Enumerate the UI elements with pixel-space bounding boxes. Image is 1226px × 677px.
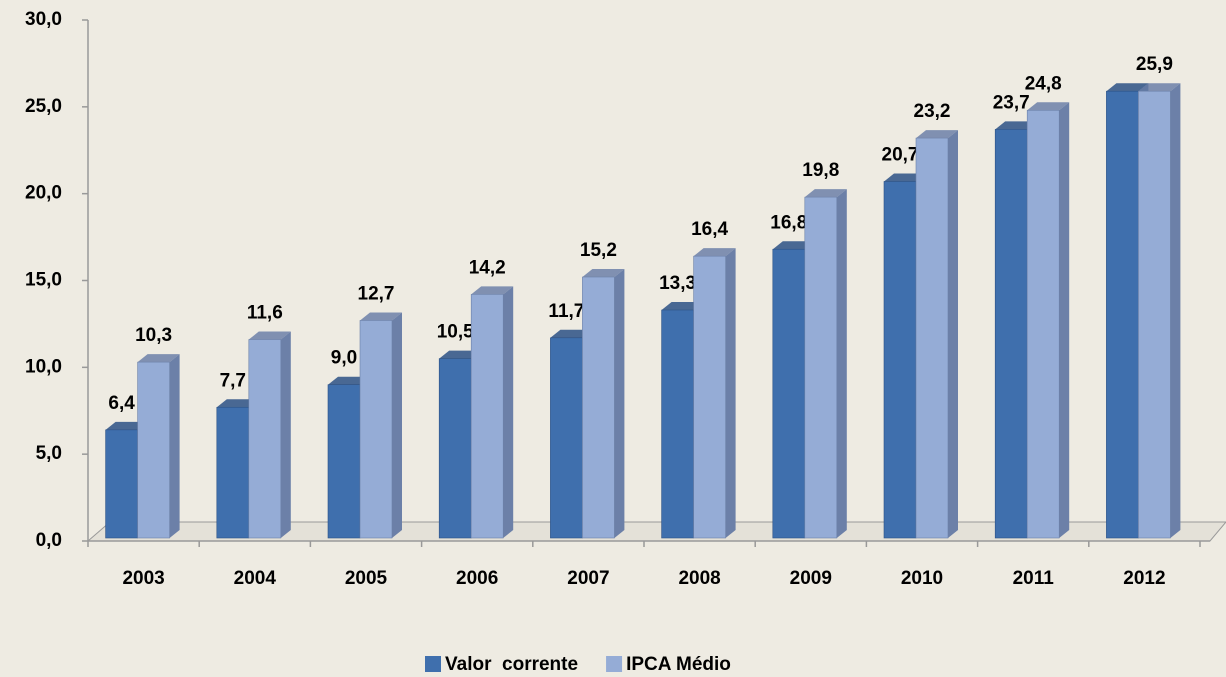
bar-side xyxy=(503,286,514,538)
data-label: 7,7 xyxy=(220,370,246,391)
x-tick-label: 2011 xyxy=(1013,568,1055,589)
y-tick-label: 0,0 xyxy=(36,530,62,551)
legend-swatch xyxy=(606,656,623,672)
bar-side xyxy=(836,189,847,538)
data-label: 11,6 xyxy=(247,303,283,324)
data-label: 10,3 xyxy=(135,325,172,346)
bar-top xyxy=(550,329,593,338)
legend-label: Valor corrente xyxy=(445,654,578,675)
y-tick-label: 5,0 xyxy=(36,443,62,464)
legend-swatch xyxy=(425,656,441,672)
bar-top xyxy=(105,421,148,430)
bar xyxy=(137,361,170,539)
y-tick-label: 30,0 xyxy=(25,9,62,30)
bar xyxy=(550,337,583,539)
bar-side xyxy=(948,130,958,539)
bar-side xyxy=(614,269,625,538)
bar-top xyxy=(804,189,847,198)
x-tick-label: 2010 xyxy=(901,568,943,589)
bar xyxy=(582,276,615,539)
bar-top xyxy=(884,173,926,182)
bar xyxy=(1106,90,1139,539)
data-label: 12,7 xyxy=(358,283,395,304)
legend-label: IPCA Médio xyxy=(626,654,731,675)
bar xyxy=(772,248,806,539)
bar xyxy=(1138,90,1171,539)
bar-side xyxy=(169,354,180,538)
bar xyxy=(883,181,917,539)
bar-side xyxy=(392,312,402,538)
bar xyxy=(470,294,504,539)
data-label: 6,4 xyxy=(108,393,135,414)
y-tick-label: 20,0 xyxy=(25,183,62,204)
data-label: 24,8 xyxy=(1025,73,1062,94)
bar-top xyxy=(1138,83,1181,92)
bar-top xyxy=(471,286,514,295)
bar xyxy=(915,137,949,539)
bar-top xyxy=(439,350,482,359)
bar-top xyxy=(360,312,402,321)
y-tick-label: 25,0 xyxy=(25,96,62,117)
bar-top xyxy=(216,399,259,408)
y-tick-label: 15,0 xyxy=(25,270,62,291)
bar-top xyxy=(693,248,736,257)
bar xyxy=(438,358,472,539)
bar xyxy=(994,129,1028,539)
data-label: 10,5 xyxy=(437,322,474,343)
bar-top xyxy=(916,130,958,139)
y-tick-label: 10,0 xyxy=(25,356,62,377)
bar-top xyxy=(995,121,1038,130)
x-tick-label: 2006 xyxy=(456,568,498,589)
x-tick-label: 2008 xyxy=(678,568,720,589)
bar-side xyxy=(280,331,291,538)
data-label: 11,7 xyxy=(548,301,584,322)
data-label: 15,2 xyxy=(580,240,617,261)
bar-top xyxy=(137,354,180,363)
bar xyxy=(1026,110,1060,539)
data-label: 19,8 xyxy=(802,160,839,181)
data-label: 23,2 xyxy=(914,101,951,122)
bar xyxy=(105,429,138,539)
data-label: 16,4 xyxy=(691,219,728,240)
bar xyxy=(248,339,282,539)
x-tick-label: 2012 xyxy=(1123,568,1165,589)
bar-side xyxy=(1059,102,1070,538)
data-label: 25,9 xyxy=(1136,54,1173,75)
bar xyxy=(359,320,393,539)
bar-side xyxy=(1170,83,1181,538)
x-tick-label: 2009 xyxy=(790,568,832,589)
bar xyxy=(661,309,694,539)
bar-side xyxy=(725,248,736,539)
bar xyxy=(804,196,838,539)
data-label: 16,8 xyxy=(770,212,807,233)
bar-top xyxy=(1027,102,1070,111)
data-label: 20,7 xyxy=(882,145,919,166)
bar xyxy=(216,406,250,539)
bar xyxy=(693,255,726,539)
bar xyxy=(327,384,361,539)
bar-top xyxy=(772,241,815,250)
data-label: 23,7 xyxy=(993,92,1030,113)
data-label: 13,3 xyxy=(659,273,696,294)
data-label: 14,2 xyxy=(469,257,506,278)
x-tick-label: 2003 xyxy=(122,568,164,589)
data-label: 9,0 xyxy=(331,348,357,369)
bar-top xyxy=(582,269,625,278)
bar-top xyxy=(328,376,370,385)
x-tick-label: 2004 xyxy=(234,568,277,589)
bar-top xyxy=(248,331,291,340)
bar-top xyxy=(661,302,704,311)
x-tick-label: 2007 xyxy=(567,568,609,589)
x-tick-label: 2005 xyxy=(345,568,388,589)
bar-top xyxy=(1106,83,1149,92)
